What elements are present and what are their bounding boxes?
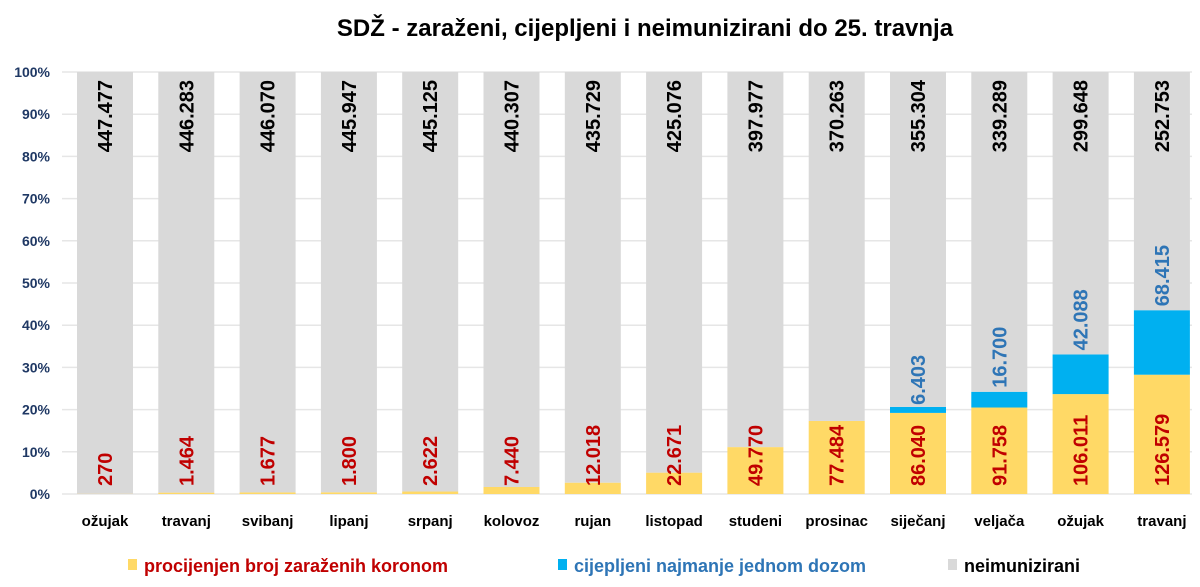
bar-segment-infected	[808, 420, 865, 494]
legend-swatch	[128, 559, 137, 570]
data-label-infected: 49.770	[745, 425, 767, 486]
bar-segment-infected	[971, 407, 1028, 494]
data-label-vaccinated: 42.088	[1071, 289, 1093, 350]
data-label-unimmunized: 299.648	[1071, 80, 1093, 152]
bar-segment-infected	[239, 492, 296, 494]
bar-segment-unimmunized	[727, 72, 784, 448]
x-tick-label: srpanj	[408, 513, 453, 530]
bar-segment-infected	[727, 447, 784, 494]
data-label-unimmunized: 440.307	[502, 80, 524, 152]
y-tick-label: 20%	[22, 402, 51, 418]
data-label-unimmunized: 252.753	[1152, 80, 1174, 152]
legend-label: neimunizirani	[964, 556, 1080, 576]
bar-segment-vaccinated	[971, 391, 1028, 408]
bar-segment-vaccinated	[1052, 354, 1109, 395]
bar-segment-unimmunized	[646, 72, 703, 473]
x-tick-label: lipanj	[329, 513, 368, 530]
x-tick-label: travanj	[1137, 513, 1186, 530]
x-tick-label: ožujak	[82, 513, 129, 530]
data-label-infected: 1.677	[258, 436, 280, 486]
x-tick-label: listopad	[645, 513, 703, 530]
data-label-infected: 106.011	[1071, 415, 1093, 486]
bar-segment-unimmunized	[483, 72, 540, 487]
y-tick-label: 100%	[14, 64, 50, 80]
x-tick-label: svibanj	[242, 513, 294, 530]
data-label-vaccinated: 16.700	[989, 327, 1011, 388]
x-tick-label: rujan	[574, 513, 611, 530]
data-label-infected: 86.040	[908, 425, 930, 486]
data-label-infected: 270	[95, 453, 117, 486]
data-label-vaccinated: 68.415	[1152, 245, 1174, 306]
data-label-unimmunized: 446.070	[258, 80, 280, 152]
bar-segment-unimmunized	[890, 72, 946, 407]
data-label-unimmunized: 435.729	[583, 80, 605, 152]
bar-segment-infected	[890, 412, 946, 494]
bar-segment-unimmunized	[808, 72, 865, 421]
data-label-unimmunized: 397.977	[745, 80, 767, 152]
legend-label: procijenjen broj zaraženih koronom	[144, 556, 448, 576]
bar-segment-unimmunized	[564, 72, 621, 483]
data-label-unimmunized: 339.289	[989, 80, 1011, 152]
bar-segment-infected	[483, 486, 540, 494]
x-tick-label: kolovoz	[484, 513, 540, 530]
y-tick-label: 70%	[22, 191, 51, 207]
legend-swatch	[558, 559, 567, 570]
bar-segment-unimmunized	[402, 72, 459, 492]
x-tick-label: siječanj	[890, 513, 945, 530]
bar-segment-unimmunized	[77, 72, 133, 494]
bar-segment-infected	[402, 491, 459, 494]
bar-segment-unimmunized	[971, 72, 1028, 392]
data-label-infected: 126.579	[1152, 414, 1174, 486]
data-label-unimmunized: 445.125	[420, 80, 442, 152]
data-label-unimmunized: 445.947	[339, 80, 361, 152]
data-label-vaccinated: 6.403	[908, 355, 930, 405]
y-tick-label: 0%	[30, 486, 51, 502]
data-label-unimmunized: 355.304	[908, 79, 930, 152]
bar-segment-infected	[564, 482, 621, 494]
bar-segment-infected	[646, 472, 703, 494]
y-tick-label: 50%	[22, 275, 51, 291]
bar-segment-vaccinated	[1133, 310, 1190, 375]
data-label-infected: 2.622	[420, 436, 442, 486]
y-tick-label: 30%	[22, 359, 51, 375]
data-label-infected: 77.484	[827, 424, 849, 486]
y-tick-label: 90%	[22, 106, 51, 122]
data-label-infected: 1.464	[176, 435, 198, 486]
bar-segment-vaccinated	[890, 406, 946, 413]
y-tick-label: 40%	[22, 317, 51, 333]
data-label-unimmunized: 370.263	[827, 80, 849, 152]
chart-title: SDŽ - zaraženi, cijepljeni i neimunizira…	[337, 14, 954, 42]
legend-swatch	[948, 559, 957, 570]
bar-segment-unimmunized	[239, 72, 296, 493]
data-label-infected: 91.758	[989, 425, 1011, 486]
x-tick-label: veljača	[974, 513, 1025, 530]
bar-segment-unimmunized	[1133, 72, 1190, 311]
data-label-unimmunized: 447.477	[95, 80, 117, 152]
bar-segment-unimmunized	[158, 72, 215, 493]
y-tick-label: 80%	[22, 148, 51, 164]
bar-segment-infected	[320, 492, 377, 494]
bar-segment-unimmunized	[320, 72, 377, 493]
x-tick-label: ožujak	[1057, 513, 1104, 530]
data-label-unimmunized: 425.076	[664, 80, 686, 152]
bar-segment-infected	[158, 492, 215, 494]
y-tick-label: 10%	[22, 444, 51, 460]
bar-segment-infected	[1133, 374, 1190, 494]
x-tick-label: travanj	[162, 513, 211, 530]
data-label-unimmunized: 446.283	[176, 80, 198, 152]
y-tick-label: 60%	[22, 233, 51, 249]
data-label-infected: 22.671	[664, 425, 686, 486]
data-label-infected: 12.018	[583, 425, 605, 486]
x-tick-label: prosinac	[805, 513, 868, 530]
data-label-infected: 1.800	[339, 436, 361, 486]
data-label-infected: 7.440	[502, 436, 524, 486]
legend-label: cijepljeni najmanje jednom dozom	[574, 556, 866, 576]
x-tick-label: studeni	[729, 513, 782, 530]
bar-segment-infected	[1052, 394, 1109, 494]
bar-segment-unimmunized	[1052, 72, 1109, 355]
